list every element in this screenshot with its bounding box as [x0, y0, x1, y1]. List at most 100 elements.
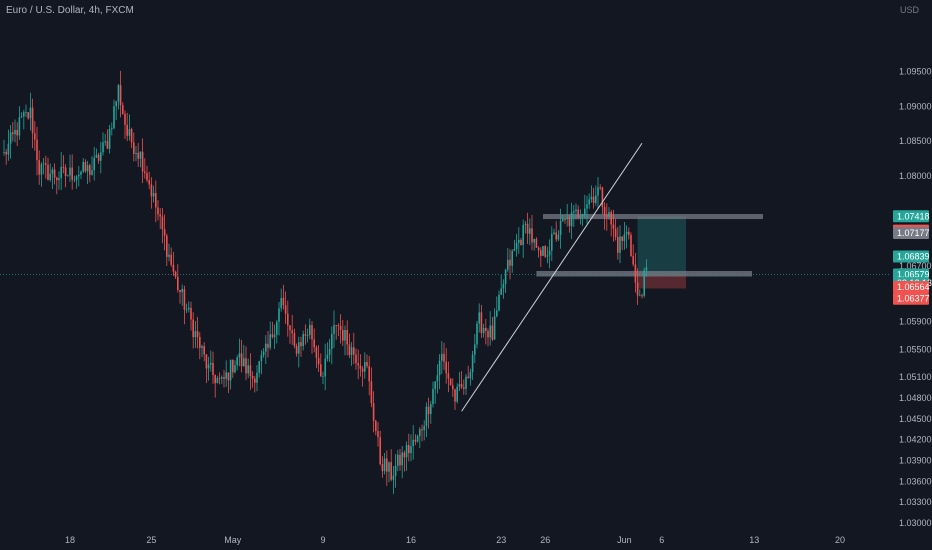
candle-body: [159, 214, 161, 217]
candle-body: [568, 217, 571, 227]
candle-body: [375, 420, 377, 431]
candle-body: [383, 458, 386, 472]
candle-body: [344, 329, 346, 341]
y-tick-label: 1.04500: [899, 414, 932, 424]
candle-body: [40, 164, 43, 175]
candle-body: [478, 312, 480, 324]
candle-body: [529, 228, 531, 234]
candle-body: [324, 358, 326, 377]
candle-body: [265, 343, 267, 352]
candle-body: [205, 354, 208, 369]
candle-body: [163, 229, 166, 236]
candle-body: [20, 116, 23, 118]
candle-body: [361, 368, 364, 372]
candle-body: [489, 325, 491, 338]
candle-body: [643, 270, 645, 296]
candle-body: [474, 344, 476, 355]
candle-body: [174, 271, 177, 277]
candle-body: [447, 373, 450, 379]
candle-body: [254, 378, 256, 383]
candle-body: [73, 179, 76, 181]
candle-body: [284, 305, 287, 314]
candle-body: [546, 255, 549, 257]
candle-body: [82, 162, 84, 172]
candle-body: [23, 112, 25, 117]
candle-body: [584, 208, 586, 215]
candle-body: [67, 175, 69, 177]
candle-body: [524, 223, 527, 225]
candle-body: [108, 128, 111, 149]
candle-body: [258, 361, 260, 373]
candle-body: [328, 349, 331, 355]
candle-body: [25, 112, 27, 113]
candle-body: [84, 162, 87, 172]
candle-body: [612, 224, 615, 229]
candle-body: [179, 289, 181, 293]
candle-body: [513, 248, 516, 251]
candle-body: [443, 353, 445, 362]
candle-body: [570, 212, 573, 227]
candle-body: [287, 313, 289, 326]
candle-body: [581, 214, 584, 216]
candle-body: [150, 184, 153, 197]
y-tick-label: 1.04200: [899, 435, 932, 445]
candle-body: [115, 101, 117, 107]
candle-body: [370, 381, 373, 404]
candle-body: [533, 239, 535, 243]
candle-body: [256, 372, 258, 383]
candle-body: [634, 264, 637, 283]
candle-body: [630, 234, 632, 257]
price-badge-label: 1.06377: [897, 294, 930, 304]
candle-body: [619, 236, 621, 253]
candle-body: [394, 465, 397, 476]
candle-body: [566, 217, 568, 220]
candle-body: [229, 359, 232, 381]
candle-body: [262, 351, 265, 355]
candle-body: [564, 219, 566, 220]
candle-body: [403, 452, 406, 458]
candle-body: [289, 325, 291, 331]
candle-body: [399, 454, 401, 466]
candle-body: [408, 445, 410, 454]
y-tick-label: 1.09000: [899, 101, 932, 111]
candle-body: [436, 375, 439, 382]
candle-body: [392, 475, 395, 480]
candle-body: [247, 365, 249, 374]
candle-body: [432, 388, 434, 405]
y-tick-label: 1.05500: [899, 344, 932, 354]
candle-body: [449, 378, 452, 386]
candle-body: [485, 327, 487, 331]
price-badge-label: 1.07177: [897, 228, 930, 238]
candle-body: [614, 228, 617, 237]
candle-body: [342, 330, 344, 341]
candle-body: [639, 295, 641, 297]
candle-body: [56, 177, 58, 181]
candle-body: [559, 220, 562, 235]
candle-body: [410, 446, 412, 454]
price-badge-label: 1.06579: [897, 270, 930, 280]
candle-body: [557, 234, 560, 240]
candle-body: [480, 312, 483, 334]
candle-body: [62, 167, 65, 168]
candle-body: [425, 406, 428, 426]
candle-body: [454, 389, 456, 402]
candle-body: [540, 250, 542, 256]
position-loss-zone: [637, 274, 686, 289]
candle-body: [122, 105, 124, 114]
candle-body: [520, 239, 522, 246]
candle-body: [601, 187, 604, 207]
candle-body: [267, 343, 269, 348]
candle-body: [133, 142, 135, 154]
candle-body: [27, 112, 29, 119]
candle-body: [405, 445, 408, 458]
candle-body: [95, 154, 98, 158]
candle-body: [487, 330, 489, 338]
y-tick-label: 1.05900: [899, 317, 932, 327]
candle-body: [119, 85, 122, 106]
candle-body: [282, 297, 285, 306]
candle-body: [645, 267, 648, 271]
candles: [3, 70, 648, 495]
candle-body: [100, 152, 102, 161]
candle-body: [172, 264, 175, 272]
